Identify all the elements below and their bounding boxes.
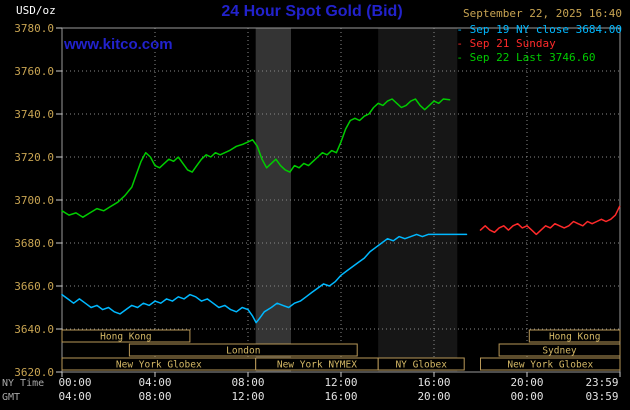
x-axis-label-ny: 23:59 <box>585 376 618 389</box>
session-box <box>377 357 465 371</box>
legend-item-sep22: - Sep 22 Last 3746.60 <box>456 51 596 64</box>
legend-item-sep21: - Sep 21 Sunday <box>456 37 556 50</box>
y-axis-label: 3780.0 <box>14 22 54 35</box>
x-axis-label-ny: 20:00 <box>510 376 543 389</box>
y-axis-label: 3620.0 <box>14 366 54 379</box>
x-axis-name-ny-time: NY Time <box>2 378 44 389</box>
session-box <box>528 329 621 343</box>
x-axis-label-gmt: 00:00 <box>510 390 543 403</box>
x-axis-label-ny: 08:00 <box>231 376 264 389</box>
x-axis-label-gmt: 03:59 <box>585 390 618 403</box>
x-axis-label-ny: 12:00 <box>324 376 357 389</box>
x-axis-label-ny: 00:00 <box>58 376 91 389</box>
y-axis-label: 3720.0 <box>14 151 54 164</box>
x-axis-name-gmt: GMT <box>2 392 20 403</box>
session-label: New York NYMEX <box>277 360 357 371</box>
x-axis-label-ny: 04:00 <box>138 376 171 389</box>
y-axis-label: 3680.0 <box>14 237 54 250</box>
session-box <box>61 329 191 343</box>
session-box <box>498 343 621 357</box>
x-axis-label-gmt: 16:00 <box>324 390 357 403</box>
y-axis-units-label: USD/oz <box>16 4 56 17</box>
chart-title: 24 Hour Spot Gold (Bid) <box>221 3 403 20</box>
session-label: New York Globex <box>507 360 593 371</box>
session-label: London <box>226 346 260 357</box>
session-box <box>128 343 358 357</box>
y-axis-label: 3660.0 <box>14 280 54 293</box>
chart-datetime: September 22, 2025 16:40 <box>463 7 622 20</box>
session-label: Hong Kong <box>549 332 600 343</box>
x-axis-label-gmt: 04:00 <box>58 390 91 403</box>
x-axis-label-ny: 16:00 <box>417 376 450 389</box>
session-label: Sydney <box>542 346 577 357</box>
y-axis-label: 3760.0 <box>14 65 54 78</box>
legend-item-sep19: - Sep 19 NY close 3684.00 <box>456 23 622 36</box>
x-axis-label-gmt: 12:00 <box>231 390 264 403</box>
y-axis-label: 3640.0 <box>14 323 54 336</box>
time-band <box>255 28 291 372</box>
session-box <box>480 357 621 371</box>
chart-legend: - Sep 19 NY close 3684.00 - Sep 21 Sunda… <box>456 23 622 65</box>
kitco-website-link[interactable]: www.kitco.com <box>64 36 173 53</box>
session-label: New York Globex <box>116 360 202 371</box>
y-axis-label: 3740.0 <box>14 108 54 121</box>
series-line-sep21 <box>479 205 621 236</box>
x-axis-label-gmt: 08:00 <box>138 390 171 403</box>
series-line-sep19 <box>61 233 468 324</box>
x-axis-label-gmt: 20:00 <box>417 390 450 403</box>
series-line-sep22 <box>61 98 451 218</box>
session-label: Hong Kong <box>100 332 151 343</box>
y-axis-label: 3700.0 <box>14 194 54 207</box>
session-label: NY Globex <box>395 360 447 371</box>
time-band <box>378 28 458 372</box>
